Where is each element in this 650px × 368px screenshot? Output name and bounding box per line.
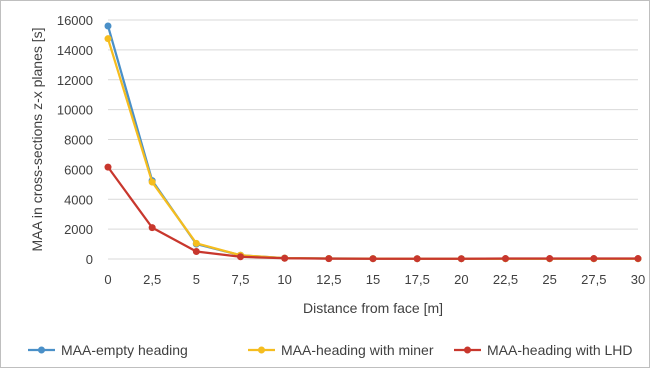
data-point (281, 254, 289, 262)
series-line (106, 38, 638, 260)
data-point (192, 248, 200, 256)
y-tick-label: 12000 (57, 73, 93, 88)
series-group (104, 22, 642, 263)
series-3 (104, 163, 642, 263)
x-tick-label: 7,5 (231, 272, 249, 287)
x-tick-label: 2,5 (143, 272, 161, 287)
x-tick-label: 17,5 (405, 272, 430, 287)
x-tick-label: 15 (366, 272, 380, 287)
data-point (369, 255, 377, 263)
x-tick-label: 27,5 (581, 272, 606, 287)
legend: MAA-empty heading MAA-heading with miner M… (28, 342, 633, 358)
x-axis-title: Distance from face [m] (303, 300, 443, 316)
legend-marker (38, 346, 45, 354)
gridlines (108, 19, 638, 260)
x-tick-labels: 0 2,5 5 7,5 10 12,5 15 17,5 20 22,5 25 27,5 30 (104, 272, 645, 287)
data-point (502, 255, 509, 263)
series-2 (104, 35, 642, 263)
y-axis-title: MAA in cross-sections z-x planes [s] (29, 27, 45, 251)
series-line (107, 166, 638, 260)
data-point (457, 255, 465, 263)
x-tick-label: 5 (193, 272, 200, 287)
x-tick-label: 30 (631, 272, 645, 287)
y-tick-labels: 0 2000 4000 6000 8000 10000 12000 14000 16000 (57, 13, 93, 267)
data-point (148, 178, 156, 186)
x-tick-label: 10 (277, 272, 291, 287)
x-tick-label: 12,5 (316, 272, 341, 287)
y-tick-label: 6000 (64, 162, 93, 177)
data-point (104, 35, 112, 43)
legend-marker (464, 346, 471, 354)
y-tick-label: 10000 (57, 103, 93, 118)
y-tick-label: 2000 (64, 222, 93, 237)
data-point (325, 255, 333, 263)
data-point (104, 163, 112, 171)
y-tick-label: 14000 (57, 43, 93, 58)
data-point (237, 253, 244, 261)
x-tick-label: 20 (454, 272, 468, 287)
legend-label: MAA-heading with LHD (487, 342, 633, 358)
data-point (413, 255, 421, 263)
legend-item: MAA-empty heading (28, 342, 188, 358)
y-tick-label: 4000 (64, 192, 93, 207)
data-point (104, 22, 112, 30)
data-point (148, 224, 156, 232)
x-tick-label: 25 (542, 272, 556, 287)
series-line (106, 25, 638, 260)
legend-marker (258, 346, 265, 354)
legend-item: MAA-heading with miner (248, 342, 434, 358)
y-tick-label: 0 (86, 252, 93, 267)
data-point (634, 255, 642, 263)
x-tick-label: 22,5 (493, 272, 518, 287)
data-point (192, 239, 200, 247)
data-point (546, 255, 554, 263)
y-tick-label: 16000 (57, 13, 93, 28)
legend-item: MAA-heading with LHD (454, 342, 633, 358)
legend-label: MAA-heading with miner (281, 342, 434, 358)
x-tick-label: 0 (104, 272, 111, 287)
data-point (590, 255, 598, 263)
legend-label: MAA-empty heading (61, 342, 188, 358)
y-tick-label: 8000 (64, 133, 93, 148)
